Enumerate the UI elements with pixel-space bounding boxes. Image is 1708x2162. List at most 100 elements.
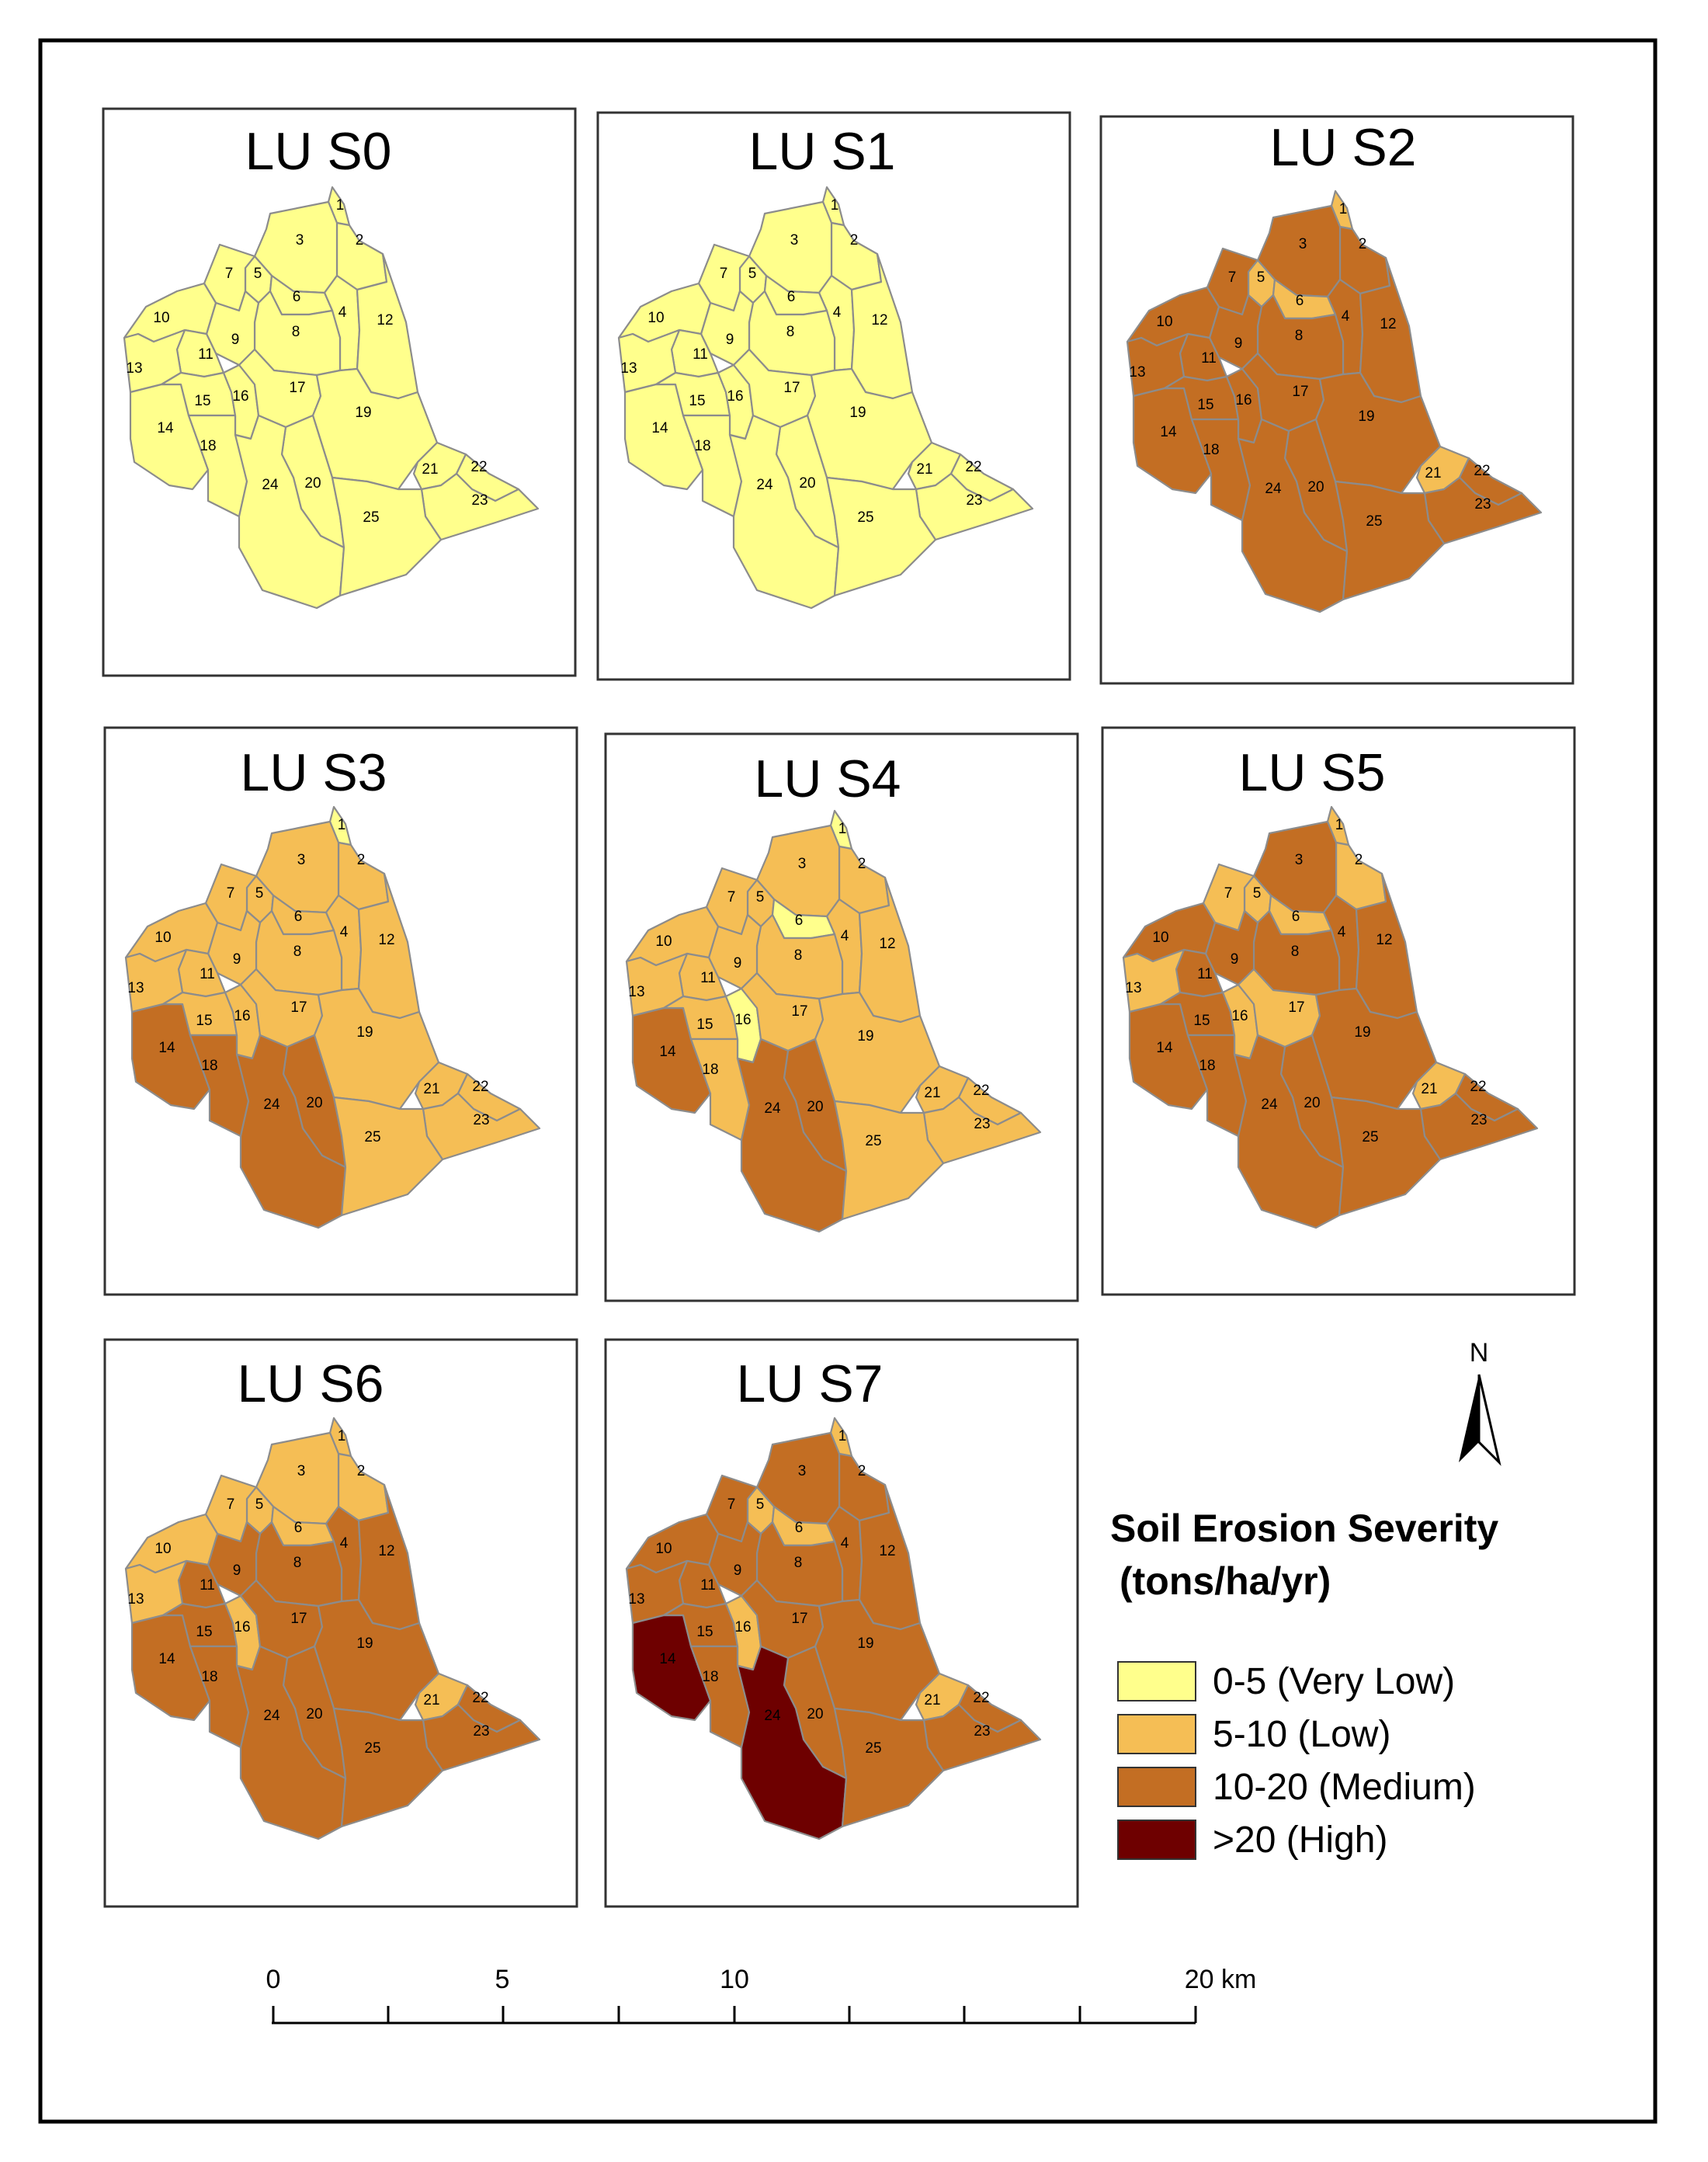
subbasin-label: 13 — [127, 980, 144, 996]
subbasin-label: 3 — [297, 1463, 306, 1479]
subbasin-label: 18 — [1199, 1058, 1215, 1074]
subbasin-label: 4 — [841, 928, 849, 944]
subbasin-label: 11 — [700, 970, 716, 986]
north-label: N — [1470, 1338, 1489, 1368]
subbasin-25 — [331, 476, 443, 597]
legend-label-l: 5-10 (Low) — [1213, 1714, 1390, 1755]
subbasin-label: 20 — [1304, 1095, 1320, 1111]
subbasin-label: 8 — [293, 944, 302, 960]
subbasin-24 — [1233, 1034, 1345, 1229]
subbasin-label: 8 — [794, 1555, 803, 1571]
subbasin-label: 4 — [841, 1535, 849, 1552]
subbasin-24 — [736, 1645, 848, 1840]
subbasin-label: 16 — [234, 1008, 250, 1024]
subbasin-label: 23 — [974, 1723, 990, 1740]
legend-swatch-h — [1117, 1820, 1196, 1860]
subbasin-24 — [235, 1034, 347, 1229]
subbasin-label: 15 — [194, 393, 210, 409]
subbasin-label: 25 — [857, 509, 873, 526]
subbasin-label: 1 — [838, 1428, 847, 1444]
subbasin-label: 24 — [764, 1100, 781, 1117]
panel-title: LU S6 — [238, 1354, 384, 1413]
subbasin-label: 8 — [292, 324, 300, 340]
subbasin-label: 4 — [338, 304, 347, 321]
subbasin-label: 19 — [857, 1635, 873, 1652]
subbasin-label: 5 — [1253, 885, 1262, 902]
subbasin-label: 13 — [126, 360, 142, 377]
subbasin-label: 5 — [255, 1496, 264, 1513]
subbasin-label: 12 — [879, 1543, 895, 1559]
subbasin-label: 20 — [1307, 479, 1324, 495]
subbasin-label: 23 — [966, 492, 982, 509]
subbasin-label: 6 — [294, 909, 303, 925]
subbasin-label: 12 — [378, 1543, 394, 1559]
subbasin-label: 24 — [263, 1708, 280, 1724]
subbasin-label: 9 — [233, 951, 241, 968]
panel-title: LU S3 — [241, 743, 387, 802]
subbasin-label: 12 — [871, 312, 887, 328]
subbasin-label: 19 — [1354, 1024, 1370, 1041]
subbasin-label: 21 — [1425, 465, 1441, 481]
scale-label-0: 0 — [266, 1965, 281, 1994]
subbasin-label: 5 — [1257, 269, 1265, 286]
subbasin-label: 11 — [693, 346, 708, 363]
subbasin-label: 23 — [471, 492, 488, 509]
subbasin-label: 8 — [1295, 328, 1304, 344]
subbasin-label: 21 — [423, 1081, 439, 1097]
subbasin-label: 14 — [659, 1044, 676, 1060]
subbasin-label: 14 — [659, 1651, 676, 1667]
subbasin-label: 18 — [1203, 442, 1219, 458]
subbasin-label: 4 — [1338, 924, 1346, 940]
subbasin-label: 13 — [1129, 364, 1145, 381]
subbasin-label: 23 — [473, 1112, 489, 1128]
subbasin-label: 7 — [727, 889, 736, 905]
subbasin-label: 24 — [1265, 481, 1282, 497]
subbasin-label: 6 — [795, 912, 804, 929]
subbasin-label: 4 — [1342, 308, 1350, 325]
subbasin-label: 15 — [696, 1624, 713, 1640]
subbasin-label: 25 — [865, 1740, 881, 1757]
scale-ticks — [272, 2006, 1197, 2023]
scale-label-10: 10 — [720, 1965, 749, 1994]
subbasin-label: 5 — [255, 885, 264, 902]
subbasin-label: 12 — [1376, 932, 1392, 948]
subbasin-label: 22 — [470, 459, 487, 475]
legend: Soil Erosion Severity (tons/ha/yr) 0-5 (… — [1110, 1507, 1498, 1861]
subbasin-label: 19 — [355, 405, 371, 421]
subbasin-label: 23 — [473, 1723, 489, 1740]
subbasin-label: 17 — [1292, 384, 1308, 400]
panel-title: LU S7 — [737, 1354, 884, 1413]
subbasin-24 — [736, 1038, 848, 1233]
subbasin-label: 9 — [734, 1562, 742, 1579]
subbasin-label: 19 — [356, 1635, 373, 1652]
subbasin-label: 22 — [965, 459, 981, 475]
subbasin-label: 21 — [423, 1692, 439, 1708]
subbasin-24 — [1237, 418, 1349, 613]
legend-label-vl: 0-5 (Very Low) — [1213, 1661, 1455, 1702]
subbasin-label: 7 — [720, 266, 728, 282]
subbasin-label: 20 — [304, 475, 321, 492]
subbasin-25 — [332, 1707, 444, 1828]
subbasin-label: 7 — [225, 266, 234, 282]
subbasin-label: 16 — [234, 1619, 250, 1635]
subbasin-label: 15 — [689, 393, 705, 409]
subbasin-label: 13 — [628, 984, 644, 1000]
subbasin-label: 19 — [1358, 408, 1374, 425]
subbasin-24 — [234, 414, 345, 610]
subbasin-label: 2 — [357, 1463, 366, 1479]
subbasin-label: 3 — [798, 1463, 807, 1479]
subbasin-label: 10 — [1156, 314, 1172, 330]
subbasin-label: 25 — [865, 1133, 881, 1149]
subbasin-label: 4 — [340, 924, 349, 940]
legend-title-line2: (tons/ha/yr) — [1120, 1559, 1331, 1603]
subbasin-label: 8 — [293, 1555, 302, 1571]
